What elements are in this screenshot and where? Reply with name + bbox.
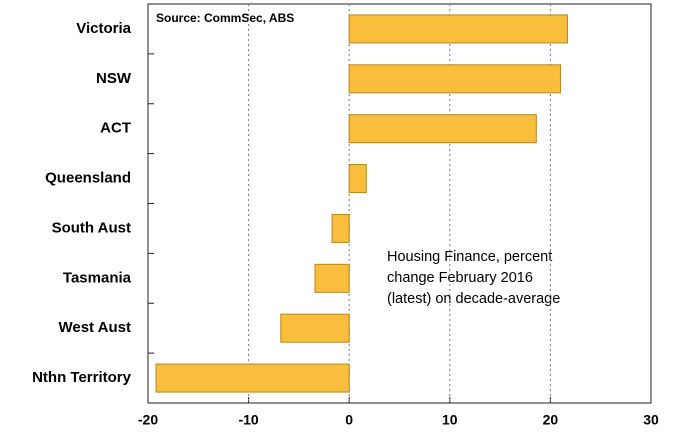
bar [331, 213, 350, 243]
x-tick-label: 0 [345, 412, 353, 428]
x-tick-label: -20 [138, 412, 158, 428]
y-tick-label: Nthn Territory [32, 369, 132, 386]
x-tick-label: -10 [238, 412, 258, 428]
annotation: (latest) on decade-average [387, 291, 560, 307]
bar [348, 64, 561, 94]
x-tick-label: 20 [543, 412, 559, 428]
y-tick-label: South Aust [52, 219, 131, 236]
y-tick-label: Queensland [45, 170, 131, 187]
bar [348, 114, 537, 144]
bar [314, 263, 350, 293]
source: Source: CommSec, ABS [156, 11, 294, 25]
x-tick-label: 10 [442, 412, 458, 428]
y-tick-label: West Aust [58, 319, 131, 336]
bar [155, 363, 350, 393]
bar [348, 14, 569, 44]
x-tick-label: 30 [643, 412, 659, 428]
annotation: change February 2016 [387, 270, 533, 286]
annotation: Housing Finance, percent [387, 249, 552, 265]
y-tick-label: Tasmania [63, 269, 132, 286]
plot-frame [147, 3, 652, 404]
y-tick-label: Victoria [76, 20, 131, 37]
bar [280, 313, 350, 343]
y-tick-label: ACT [100, 120, 131, 137]
y-tick-label: NSW [96, 70, 132, 87]
bar [348, 164, 367, 194]
